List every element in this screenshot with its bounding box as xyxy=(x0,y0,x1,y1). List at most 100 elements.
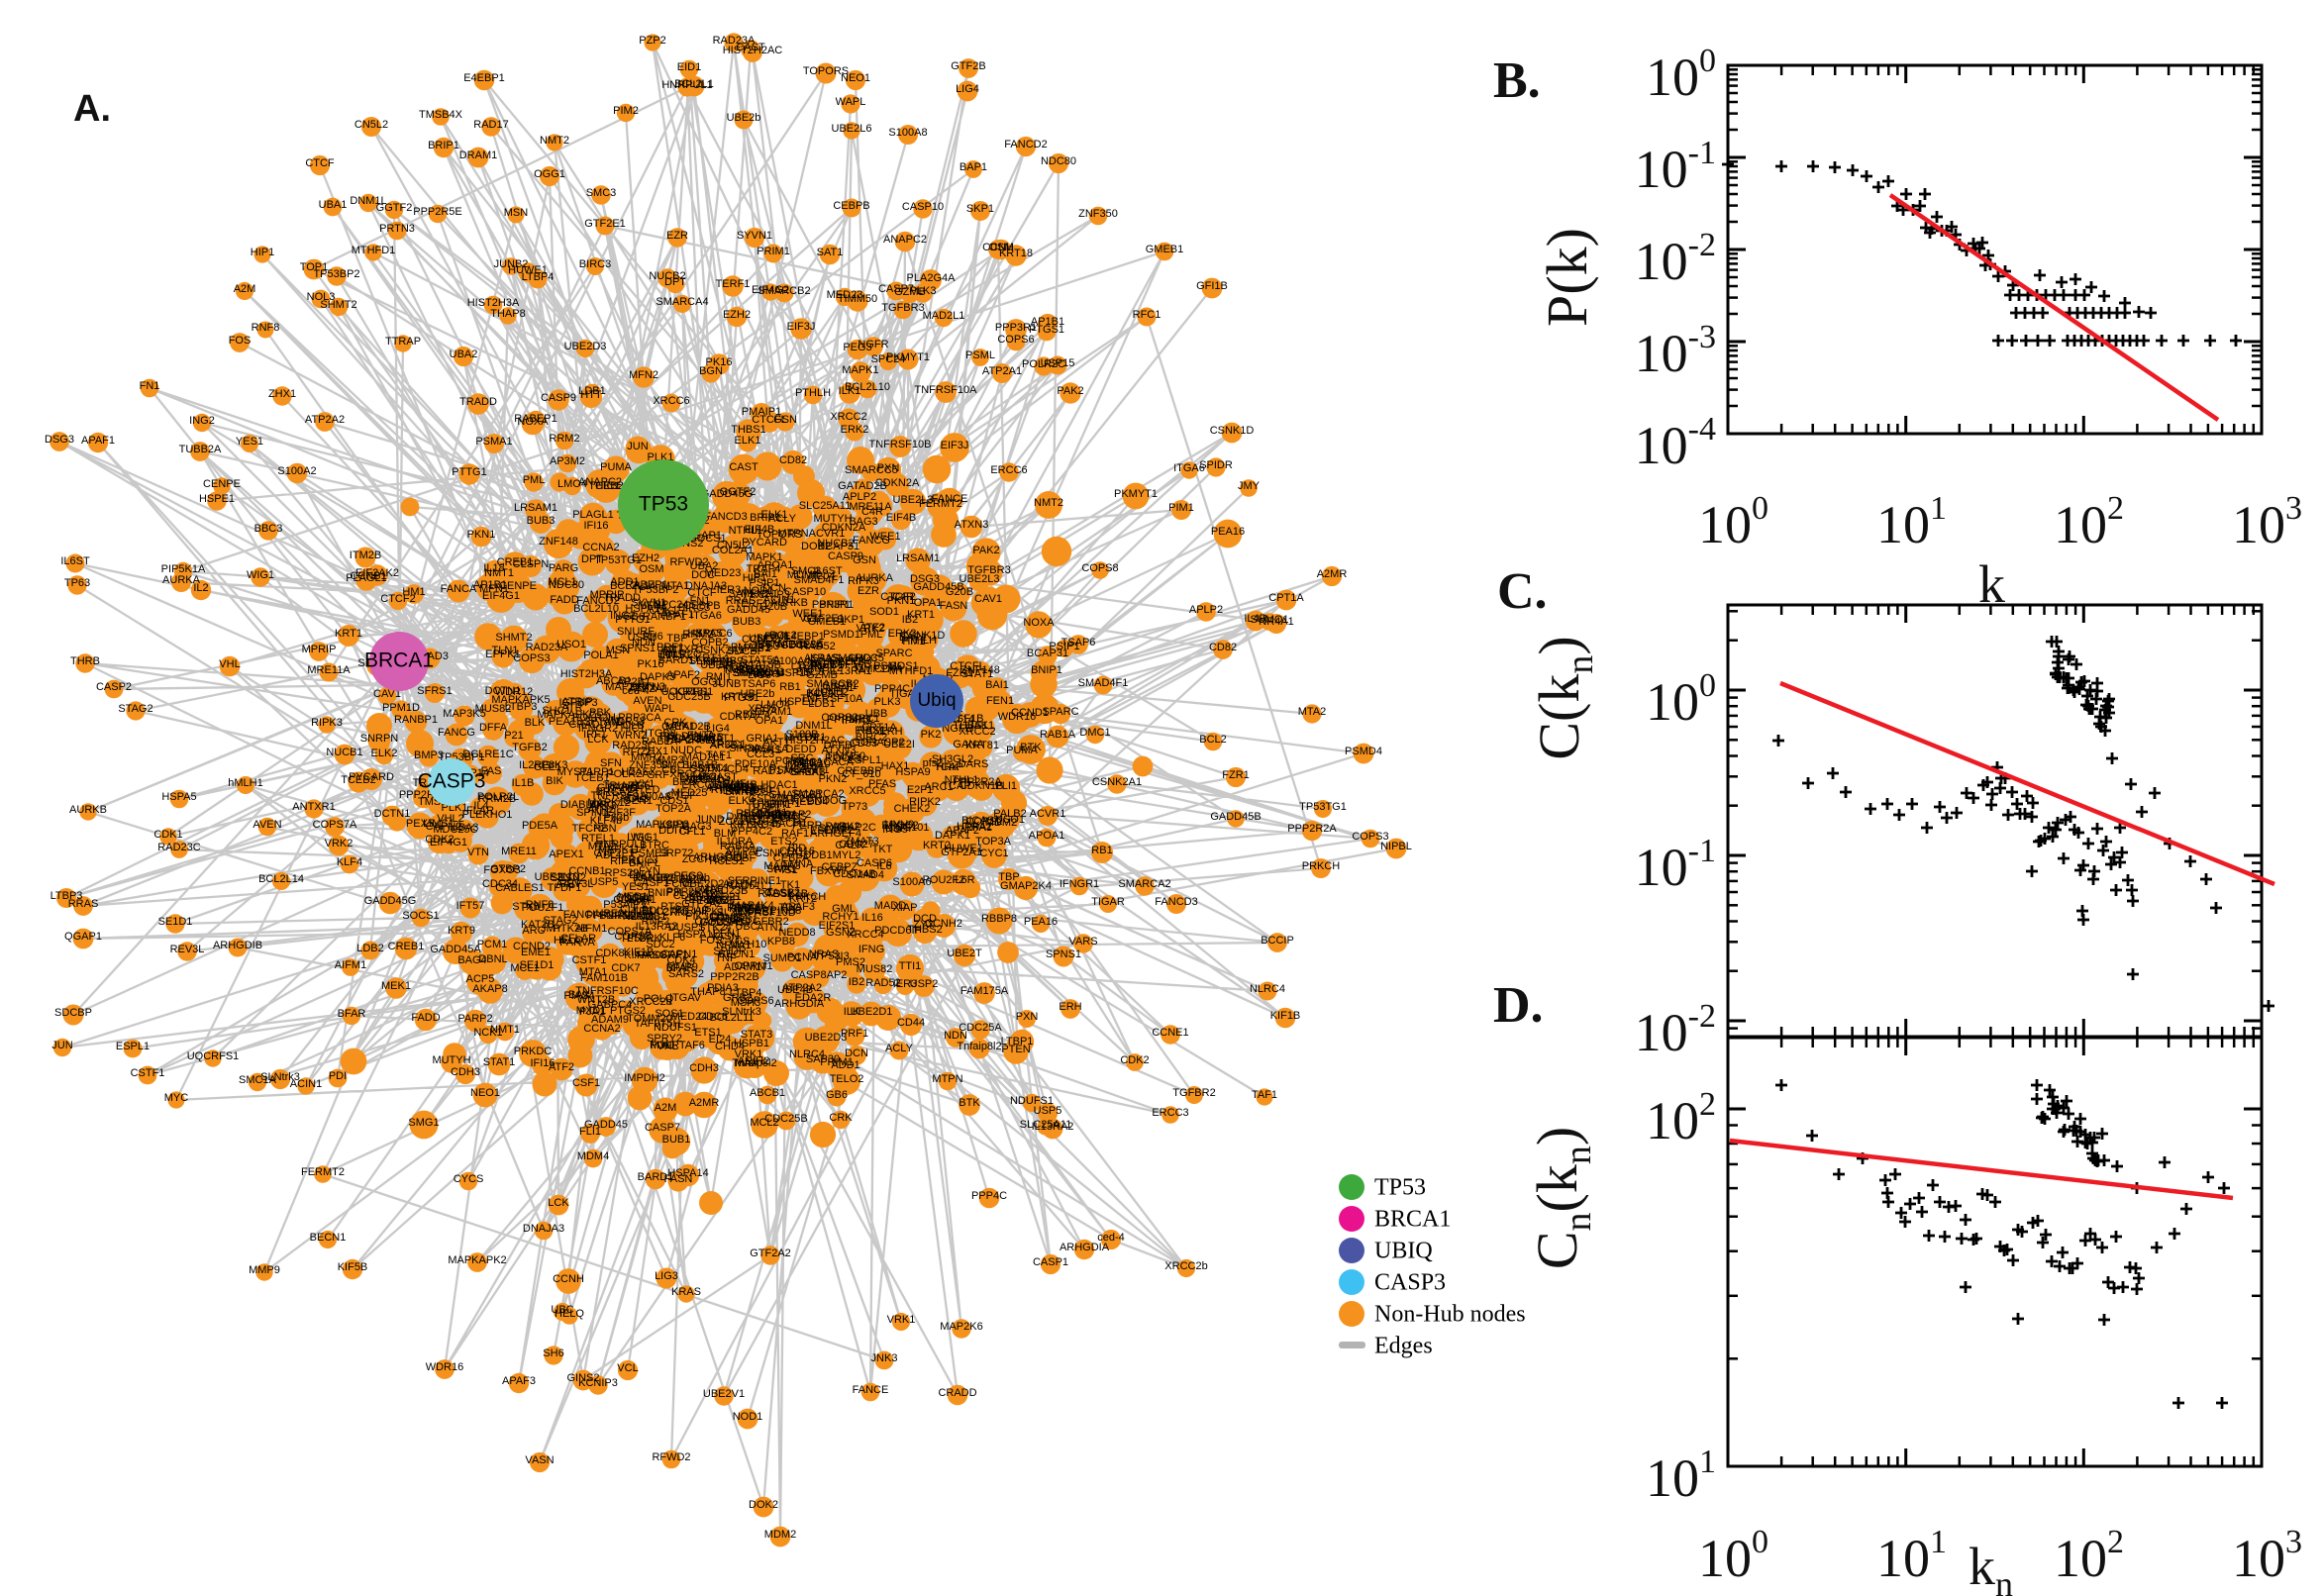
svg-text:APAF3: APAF3 xyxy=(502,1375,536,1387)
svg-text:PAK2: PAK2 xyxy=(972,545,999,556)
svg-text:RAF1: RAF1 xyxy=(781,828,809,840)
svg-text:ITGA6: ITGA6 xyxy=(690,610,722,622)
svg-text:SFRS1: SFRS1 xyxy=(417,685,452,697)
svg-text:SH6: SH6 xyxy=(543,1347,563,1359)
svg-text:UBC: UBC xyxy=(551,1304,573,1316)
svg-text:ARHGEF4: ARHGEF4 xyxy=(810,828,861,840)
svg-text:MYC: MYC xyxy=(164,1092,189,1104)
svg-text:AP3M2: AP3M2 xyxy=(550,455,585,467)
svg-text:GMEB1: GMEB1 xyxy=(1146,244,1184,255)
svg-text:HM1: HM1 xyxy=(402,586,425,598)
svg-text:CD82: CD82 xyxy=(779,454,807,466)
svg-text:EID1: EID1 xyxy=(677,61,701,73)
svg-text:MAP2K7: MAP2K7 xyxy=(605,681,648,693)
svg-text:BUB3: BUB3 xyxy=(733,616,761,628)
svg-text:CTCF: CTCF xyxy=(305,157,335,169)
svg-text:PMAIP1: PMAIP1 xyxy=(742,406,781,418)
svg-text:MXD1: MXD1 xyxy=(576,1005,607,1017)
svg-text:APLP2: APLP2 xyxy=(843,491,876,503)
svg-text:HTT: HTT xyxy=(580,389,602,401)
svg-text:PLAGL1: PLAGL1 xyxy=(346,572,387,584)
svg-text:APEX1: APEX1 xyxy=(549,848,583,860)
svg-text:WAPL: WAPL xyxy=(836,96,866,108)
svg-text:STAT3: STAT3 xyxy=(741,1029,773,1041)
svg-text:TELO2: TELO2 xyxy=(830,1073,864,1085)
svg-text:RIPK3: RIPK3 xyxy=(311,717,343,729)
svg-text:A2MR: A2MR xyxy=(1317,568,1348,580)
svg-text:ZHX1: ZHX1 xyxy=(268,388,296,400)
svg-text:DCTN1: DCTN1 xyxy=(374,808,411,820)
svg-text:CASP1: CASP1 xyxy=(1033,1256,1068,1268)
svg-text:ARHGDIA: ARHGDIA xyxy=(1060,1242,1110,1253)
svg-text:JMY: JMY xyxy=(1238,480,1261,492)
svg-text:UBE2D3: UBE2D3 xyxy=(564,341,607,352)
svg-text:PLK3: PLK3 xyxy=(874,696,901,708)
svg-text:PLAGL1: PLAGL1 xyxy=(572,509,614,521)
svg-text:PSMA1: PSMA1 xyxy=(475,436,512,448)
svg-text:TNFRSF10B: TNFRSF10B xyxy=(869,439,932,450)
svg-text:RTEL1: RTEL1 xyxy=(581,833,615,845)
svg-text:EIF4G2: EIF4G2 xyxy=(752,284,789,296)
svg-text:HAX1: HAX1 xyxy=(881,760,910,772)
svg-text:DPT: DPT xyxy=(664,276,686,288)
svg-text:FASN: FASN xyxy=(664,1173,693,1185)
svg-text:NDNb: NDNb xyxy=(680,872,710,884)
svg-text:FERMT2: FERMT2 xyxy=(919,498,962,510)
svg-text:ATR2: ATR2 xyxy=(587,804,614,816)
svg-text:GADD45: GADD45 xyxy=(584,1119,628,1131)
svg-text:LRSAM1: LRSAM1 xyxy=(896,552,940,564)
svg-text:PK2: PK2 xyxy=(921,729,942,741)
svg-text:XRCC2: XRCC2 xyxy=(830,411,866,423)
svg-text:BRIP1: BRIP1 xyxy=(428,140,459,151)
svg-text:UBE2V1: UBE2V1 xyxy=(703,1388,745,1400)
svg-text:EZR: EZR xyxy=(666,230,688,242)
svg-text:GTF2A2: GTF2A2 xyxy=(750,1247,791,1259)
svg-text:VARS: VARS xyxy=(1068,936,1097,948)
svg-text:GB6: GB6 xyxy=(826,1089,848,1101)
svg-text:CDC25B: CDC25B xyxy=(764,1113,807,1125)
svg-text:PIM1: PIM1 xyxy=(1168,502,1194,514)
svg-text:ERH: ERH xyxy=(1059,1001,1081,1013)
svg-text:CSTF1: CSTF1 xyxy=(131,1067,165,1079)
svg-text:STAT5A: STAT5A xyxy=(741,654,781,666)
svg-text:UBE4B: UBE4B xyxy=(777,984,813,996)
svg-text:CCND2: CCND2 xyxy=(513,941,551,952)
svg-text:JUNB2: JUNB2 xyxy=(494,258,529,270)
svg-text:ATP2A1: ATP2A1 xyxy=(982,365,1022,377)
svg-text:SOCS1: SOCS1 xyxy=(402,910,439,922)
svg-text:AIFM1: AIFM1 xyxy=(335,959,366,971)
svg-text:TGFB2: TGFB2 xyxy=(512,742,547,753)
svg-text:PRKDC: PRKDC xyxy=(514,1046,553,1057)
svg-text:FANCD2: FANCD2 xyxy=(576,595,619,607)
svg-text:GTBP2: GTBP2 xyxy=(490,863,526,875)
svg-text:TTI1: TTI1 xyxy=(899,960,922,972)
svg-text:CALR: CALR xyxy=(835,840,863,851)
svg-text:E4EBP1: E4EBP1 xyxy=(463,72,505,84)
svg-text:PSMD4: PSMD4 xyxy=(1345,746,1382,757)
svg-text:DCN: DCN xyxy=(845,1047,868,1059)
svg-text:UBIQ: UBIQ xyxy=(1374,1239,1433,1264)
svg-text:WNT2B: WNT2B xyxy=(577,994,616,1006)
svg-text:A.: A. xyxy=(73,88,111,130)
svg-text:LCK: LCK xyxy=(548,1197,569,1209)
svg-text:SMARCA4: SMARCA4 xyxy=(656,296,708,308)
svg-text:EZR: EZR xyxy=(858,585,879,597)
svg-text:AKAP8: AKAP8 xyxy=(472,983,507,995)
svg-text:CDC34: CDC34 xyxy=(482,878,518,890)
svg-text:SRP72: SRP72 xyxy=(659,848,694,859)
svg-text:DPT: DPT xyxy=(581,553,603,565)
svg-text:DFFB: DFFB xyxy=(824,740,853,751)
svg-text:REV3L: REV3L xyxy=(170,944,205,955)
svg-text:PARVA: PARVA xyxy=(559,937,595,948)
svg-text:BECN1: BECN1 xyxy=(310,1232,347,1244)
svg-text:SERPINB9: SERPINB9 xyxy=(689,655,743,667)
svg-text:LTBP4: LTBP4 xyxy=(522,271,555,283)
svg-text:FN1: FN1 xyxy=(140,380,160,392)
svg-text:VRK2: VRK2 xyxy=(325,838,354,849)
svg-text:FAM175A: FAM175A xyxy=(960,985,1009,997)
svg-text:CDKN2A: CDKN2A xyxy=(822,522,866,534)
svg-text:LTBP3: LTBP3 xyxy=(50,890,83,902)
svg-text:SMC3: SMC3 xyxy=(586,187,617,199)
svg-text:PRTN3: PRTN3 xyxy=(379,223,415,235)
svg-text:NMT2: NMT2 xyxy=(1034,497,1063,509)
